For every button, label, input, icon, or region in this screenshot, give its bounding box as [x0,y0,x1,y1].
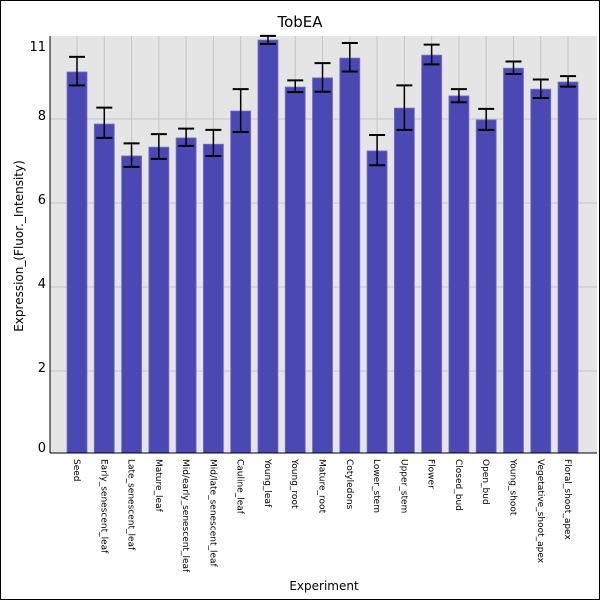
y-tick-label: 8 [38,109,46,124]
x-tick-label: Open_bud [480,459,490,505]
y-tick-label: 2 [38,361,46,376]
x-tick-label: Vegetative_shoot_apex [535,459,545,564]
bar [339,57,361,454]
x-tick-label: Cauline_leaf [235,459,245,515]
y-tick-label-max: 11 [29,40,46,55]
bar [366,150,388,454]
y-axis-label: Expression_(Fluor._Intensity) [12,160,26,332]
x-tick-label: Mature_root [317,459,327,514]
x-axis-label: Experiment [289,579,359,593]
x-tick-label: Closed_bud [453,459,463,511]
x-tick-label: Late_senescent_leaf [126,459,136,551]
bar [503,67,524,454]
bar [175,137,197,454]
bar [148,146,170,454]
chart-title: TobEA [276,13,323,31]
x-tick-label: Mid/late_senescent_leaf [207,459,217,568]
bar [93,123,115,454]
x-tick-label: Upper_stem [398,459,408,513]
bar [230,110,252,454]
x-tick-label: Young_shoot [507,458,517,516]
bar [202,143,224,454]
bar [475,119,497,454]
y-tick-label: 0 [38,441,46,456]
bar [530,88,552,454]
x-tick-label: Young_leaf [262,458,272,508]
x-tick-label: Floral_shoot_apex [562,459,572,540]
bar [312,77,333,454]
x-tick-label: Seed [71,459,81,482]
bar [557,81,579,454]
bar [393,107,415,454]
x-tick-label: Flower [426,459,436,489]
x-tick-label: Mature_leaf [153,459,163,513]
bar [284,86,306,454]
x-tick-label: Cotyledons [344,459,354,510]
bar [66,71,88,454]
x-tick-label: Lower_stem [371,459,381,513]
y-tick-label: 6 [38,193,46,208]
x-tick-label: Early_senescent_leaf [98,459,108,554]
x-tick-label: Young_root [289,458,299,509]
y-tick-label: 4 [38,277,46,292]
bar [421,54,443,454]
x-tick-label: Mid/early_senescent_leaf [180,459,190,573]
bar [448,95,470,454]
bar [257,39,279,454]
bar [121,155,142,454]
